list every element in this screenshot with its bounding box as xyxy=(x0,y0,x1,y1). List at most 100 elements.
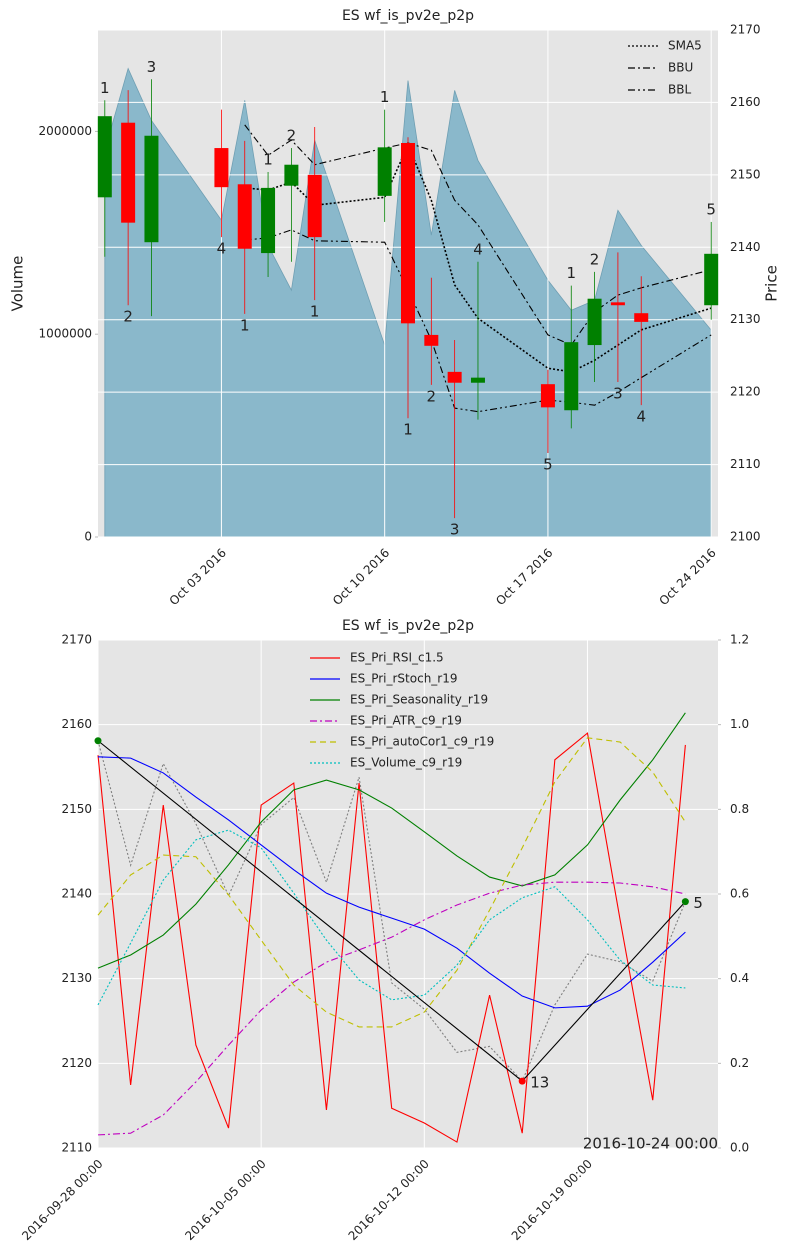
x-tick-label: 2016-10-05 00:00 xyxy=(182,1157,268,1243)
candle-label: 1 xyxy=(100,79,110,97)
candle-body xyxy=(587,298,602,346)
y2-tick-label: 2120 xyxy=(730,385,761,399)
pivot-marker xyxy=(681,898,689,906)
candle-label: 5 xyxy=(543,455,553,473)
series-line xyxy=(97,881,686,1136)
candle-label: 4 xyxy=(473,240,483,258)
series-line xyxy=(97,737,686,1028)
chart-title: ES wf_is_pv2e_p2p xyxy=(342,8,474,24)
series-line xyxy=(97,740,686,1083)
x-tick-label: 2016-10-12 00:00 xyxy=(346,1157,432,1243)
legend: ES_Pri_RSI_c1.5 ES_Pri_rStoch_r19 ES_Pri_S… xyxy=(310,651,494,770)
y2-tick-label: 1.2 xyxy=(730,633,749,647)
legend-label: SMA5 xyxy=(668,39,702,53)
y2-tick-label: 2160 xyxy=(730,95,761,109)
x-tick-label: Oct 17 2016 xyxy=(493,546,555,608)
x-tick-label: Oct 24 2016 xyxy=(656,546,718,608)
candle-label: 5 xyxy=(706,200,716,218)
candle-body xyxy=(237,184,252,249)
pivot-marker xyxy=(518,1077,526,1085)
y2-tick-label: 0.6 xyxy=(730,887,749,901)
y2-tick-label: 0.0 xyxy=(730,1141,749,1155)
y-tick-label: 2160 xyxy=(61,717,92,731)
y2-tick-label: 2100 xyxy=(730,530,761,544)
candle-label: 1 xyxy=(240,316,250,334)
series-line xyxy=(244,124,712,346)
candle-label: 4 xyxy=(217,240,227,258)
y-tick-label: 2120 xyxy=(61,1056,92,1070)
candle-body xyxy=(564,342,579,411)
y2-tick-label: 1.0 xyxy=(730,717,749,731)
chart-title: ES wf_is_pv2e_p2p xyxy=(342,618,474,634)
candle-body xyxy=(401,142,415,324)
x-tick-label: 2016-10-19 00:00 xyxy=(509,1157,595,1243)
layer-data xyxy=(94,712,689,1143)
candle-body xyxy=(121,122,136,223)
x-tick-label: 2016-09-28 00:00 xyxy=(19,1157,105,1243)
series-line xyxy=(97,756,686,1009)
candle-label: 1 xyxy=(263,150,273,168)
y-axis-label: Volume xyxy=(9,256,27,312)
y2-tick-label: 0.4 xyxy=(730,971,749,985)
candle-body xyxy=(144,135,159,243)
y2-tick-label: 2140 xyxy=(730,240,761,254)
y2-tick-label: 2110 xyxy=(730,457,761,471)
y-tick-label: 2170 xyxy=(61,633,92,647)
candle-label: 1 xyxy=(380,88,390,106)
y-tick-label: 2110 xyxy=(61,1141,92,1155)
candle-body xyxy=(610,302,625,306)
layer-grid xyxy=(97,639,721,1149)
candle-body xyxy=(97,116,112,198)
legend-label: ES_Pri_Seasonality_r19 xyxy=(350,693,488,707)
annotation: 2016-10-24 00:00 xyxy=(583,1135,718,1153)
y-tick-label: 2000000 xyxy=(39,124,92,138)
legend-label: BBU xyxy=(668,61,693,75)
candle-label: 2 xyxy=(427,387,437,405)
candle-body xyxy=(284,164,299,186)
y-tick-label: 2150 xyxy=(61,802,92,816)
candle-body xyxy=(447,371,462,383)
candle-label: 2 xyxy=(287,127,297,145)
candle-label: 3 xyxy=(147,58,157,76)
legend: SMA5 BBU BBL xyxy=(628,39,702,97)
x-tick-label: Oct 03 2016 xyxy=(167,546,229,608)
candle-body xyxy=(424,334,439,346)
y-tick-label: 1000000 xyxy=(39,327,92,341)
candle-body xyxy=(307,174,322,238)
candle-label: 2 xyxy=(123,308,133,326)
y2-tick-label: 2150 xyxy=(730,167,761,181)
legend-label: ES_Pri_rStoch_r19 xyxy=(350,672,458,686)
candle-body xyxy=(261,187,276,254)
legend-label: ES_Volume_c9_r19 xyxy=(350,756,462,770)
y2-tick-label: 2130 xyxy=(730,312,761,326)
series-line xyxy=(97,732,686,1143)
legend-label: ES_Pri_autoCor1_c9_r19 xyxy=(350,735,494,749)
pivot-label: 5 xyxy=(693,894,703,912)
series-line xyxy=(97,712,686,969)
pivot-marker xyxy=(94,737,102,745)
series-line xyxy=(97,829,686,1006)
y2-tick-label: 2170 xyxy=(730,23,761,37)
candle-body xyxy=(377,147,392,196)
candle-label: 3 xyxy=(613,385,623,403)
y-tick-label: 0 xyxy=(84,530,92,544)
legend-label: ES_Pri_ATR_c9_r19 xyxy=(350,714,462,728)
candle-label: 1 xyxy=(566,264,576,282)
x-tick-label: Oct 10 2016 xyxy=(330,546,392,608)
candle-label: 4 xyxy=(636,408,646,426)
candle-label: 1 xyxy=(310,303,320,321)
legend-label: BBL xyxy=(668,83,691,97)
y2-axis-label: Price xyxy=(763,265,781,302)
candle-body xyxy=(470,377,485,383)
series-line xyxy=(244,143,712,373)
y2-tick-label: 0.8 xyxy=(730,802,749,816)
y-tick-label: 2130 xyxy=(61,971,92,985)
candle-label: 2 xyxy=(590,250,600,268)
candle-label: 3 xyxy=(450,521,460,539)
legend-label: ES_Pri_RSI_c1.5 xyxy=(350,651,444,665)
candle-label: 1 xyxy=(403,421,413,439)
y2-tick-label: 0.2 xyxy=(730,1056,749,1070)
candle-body xyxy=(634,313,649,322)
